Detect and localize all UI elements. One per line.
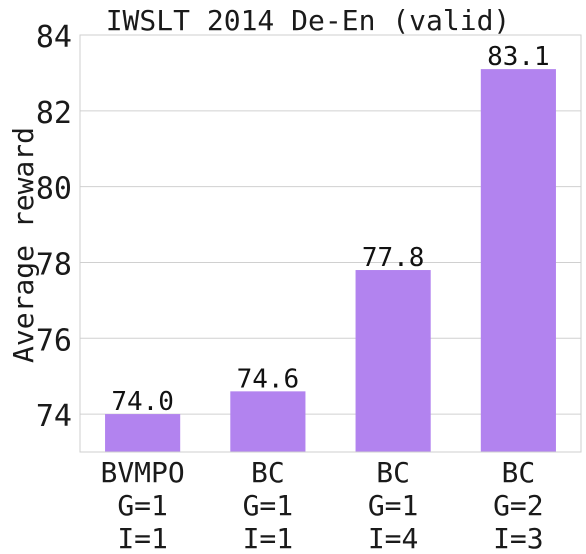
bar bbox=[105, 414, 181, 452]
x-tick-label: I=1 bbox=[243, 522, 294, 554]
x-tick-label: G=1 bbox=[243, 489, 294, 522]
x-tick-label: G=2 bbox=[493, 489, 544, 522]
x-tick-label: BC bbox=[502, 456, 536, 489]
y-tick-label: 80 bbox=[36, 172, 72, 207]
bar-value-label: 74.0 bbox=[111, 387, 174, 417]
y-tick-label: 74 bbox=[36, 399, 72, 434]
plot-frame bbox=[79, 34, 582, 453]
bars bbox=[105, 69, 556, 453]
bar bbox=[355, 270, 431, 452]
y-axis-ticks: 74 76 78 80 82 84 bbox=[36, 20, 72, 434]
y-tick-label: 78 bbox=[36, 247, 72, 282]
y-axis-label: Average reward bbox=[7, 127, 40, 363]
bar-value-label: 83.1 bbox=[487, 42, 550, 72]
x-tick-label: I=4 bbox=[368, 522, 419, 554]
bar-value-label: 74.6 bbox=[237, 364, 300, 394]
bar-value-label: 77.8 bbox=[362, 243, 425, 273]
x-tick-label: G=1 bbox=[368, 489, 419, 522]
chart-title: IWSLT 2014 De-En (valid) bbox=[106, 4, 511, 37]
x-tick-label: BVMPO bbox=[100, 456, 184, 489]
y-tick-label: 76 bbox=[36, 323, 72, 358]
x-tick-label: G=1 bbox=[117, 489, 168, 522]
bar-value-labels: 74.0 74.6 77.8 83.1 bbox=[111, 42, 549, 417]
x-tick-label: I=1 bbox=[117, 522, 168, 554]
bar bbox=[230, 391, 306, 452]
x-tick-label: BC bbox=[251, 456, 285, 489]
bar bbox=[480, 69, 556, 453]
x-tick-label: I=3 bbox=[493, 522, 544, 554]
y-tick-label: 84 bbox=[36, 20, 72, 55]
y-tick-label: 82 bbox=[36, 96, 72, 131]
x-tick-label: BC bbox=[376, 456, 410, 489]
